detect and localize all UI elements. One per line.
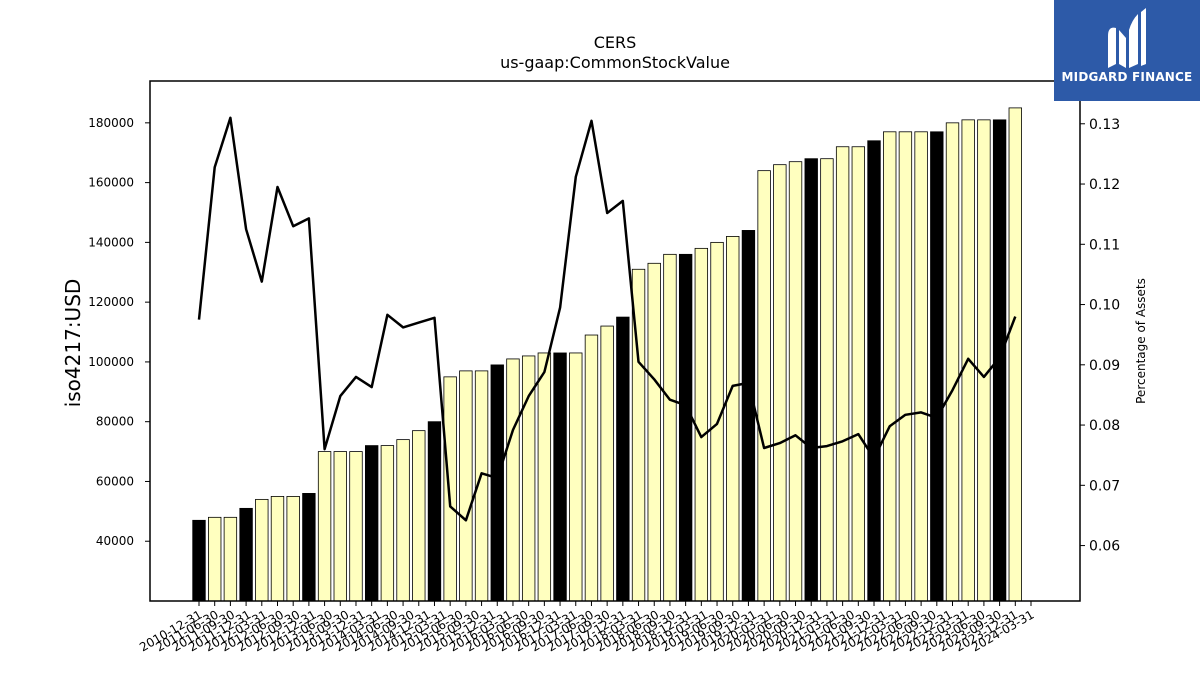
bar [223, 516, 238, 602]
bar [569, 352, 583, 602]
percentage-line [197, 116, 1017, 522]
x-axis: 2010-12-312011-06-302011-09-302011-12-31… [137, 601, 1037, 654]
bar [788, 161, 803, 602]
bar [239, 507, 253, 602]
y-axis-label: iso4217:USD [61, 279, 85, 408]
right-axis: 0.06 0.07 0.08 0.09 0.10 0.11 0.12 0.13 [1080, 117, 1120, 555]
y-tick-label: 160000 [88, 176, 134, 190]
bar [396, 439, 410, 602]
plot-frame [149, 80, 1081, 602]
bar [333, 451, 347, 602]
bar [898, 131, 913, 602]
bar [270, 496, 285, 602]
bar [537, 352, 552, 602]
y-tick-label: 100000 [88, 355, 134, 369]
y2-tick-label: 0.10 [1089, 298, 1120, 314]
bar [584, 334, 599, 602]
bar [977, 119, 991, 602]
bar [412, 430, 426, 602]
logo-mark-icon [1108, 8, 1146, 68]
bar [992, 119, 1007, 602]
bar [726, 236, 740, 602]
bar [302, 493, 316, 602]
line-series [197, 116, 1017, 522]
bar [255, 498, 269, 602]
y2-tick-label: 0.12 [1089, 177, 1120, 193]
chart-title: CERS [594, 33, 637, 52]
bar [773, 164, 787, 602]
y-tick-label: 40000 [96, 534, 134, 548]
bar [459, 370, 473, 602]
bar [427, 421, 442, 602]
bar [945, 122, 960, 602]
bar [506, 358, 520, 602]
bar [757, 170, 771, 602]
bar [380, 445, 395, 602]
y2-tick-label: 0.08 [1089, 418, 1120, 434]
y-tick-label: 140000 [88, 235, 134, 249]
bar [663, 253, 677, 602]
chart-subtitle: us-gaap:CommonStockValue [500, 53, 730, 72]
y-tick-label: 180000 [88, 116, 134, 130]
bar [804, 158, 818, 602]
bar [883, 131, 897, 602]
y-tick-label: 80000 [96, 415, 134, 429]
bar [192, 519, 206, 602]
bar [208, 516, 222, 602]
bar [647, 262, 661, 602]
bar [820, 158, 834, 602]
bar [1008, 107, 1022, 602]
y-tick-label: 60000 [96, 474, 134, 488]
bar [867, 140, 881, 602]
bar [553, 352, 567, 602]
bar [835, 146, 850, 602]
bar [286, 496, 300, 602]
bar [349, 451, 363, 602]
bar [600, 325, 614, 602]
bar [364, 445, 379, 602]
bar [741, 230, 756, 602]
bar [317, 451, 332, 602]
left-axis: 40000 60000 80000 100000 120000 140000 160000 1… [88, 116, 150, 548]
bar [678, 253, 693, 602]
y2-axis-label: Percentage of Assets [1134, 278, 1148, 404]
midgard-finance-logo: MIDGARD FINANCE [1054, 0, 1200, 101]
logo-text: MIDGARD FINANCE [1061, 70, 1193, 84]
bar [930, 131, 944, 602]
bar [851, 146, 865, 602]
y2-tick-label: 0.13 [1089, 117, 1120, 133]
bar [694, 247, 709, 602]
bar [616, 316, 630, 602]
y2-tick-label: 0.07 [1089, 478, 1120, 494]
y2-tick-label: 0.09 [1089, 358, 1120, 374]
bar [914, 131, 928, 602]
y-tick-label: 120000 [88, 295, 134, 309]
bar [490, 364, 504, 602]
y2-tick-label: 0.11 [1089, 237, 1120, 253]
y2-tick-label: 0.06 [1089, 539, 1120, 555]
bar [443, 376, 457, 602]
bar [521, 355, 536, 602]
